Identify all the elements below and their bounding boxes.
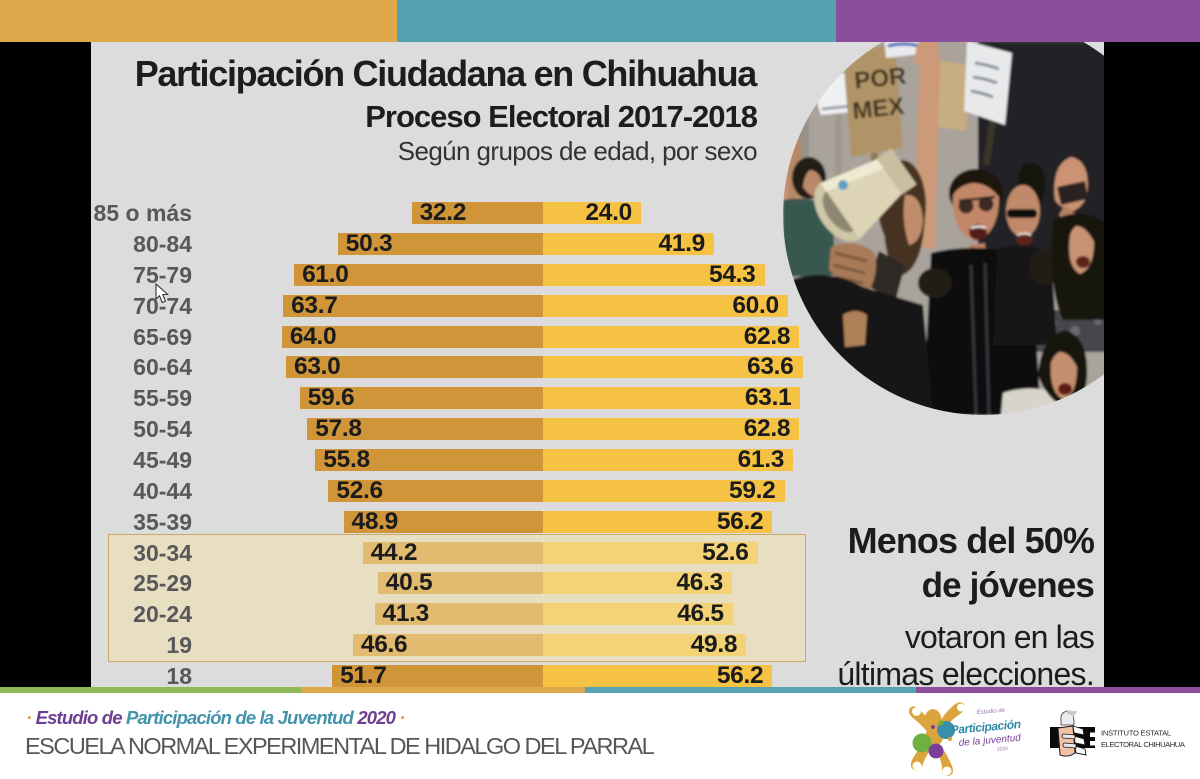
svg-text:de la juventud: de la juventud (958, 733, 1021, 749)
svg-text:INSTITUTO ESTATAL: INSTITUTO ESTATAL (1101, 729, 1171, 738)
svg-text:POR: POR (853, 63, 908, 95)
svg-text:ELECTORAL CHIHUAHUA: ELECTORAL CHIHUAHUA (1101, 740, 1186, 749)
svg-text:Estudio de: Estudio de (976, 708, 1005, 717)
svg-text:Participación: Participación (950, 717, 1021, 737)
svg-text:MEX: MEX (851, 93, 906, 125)
svg-text:2020: 2020 (997, 746, 1009, 753)
